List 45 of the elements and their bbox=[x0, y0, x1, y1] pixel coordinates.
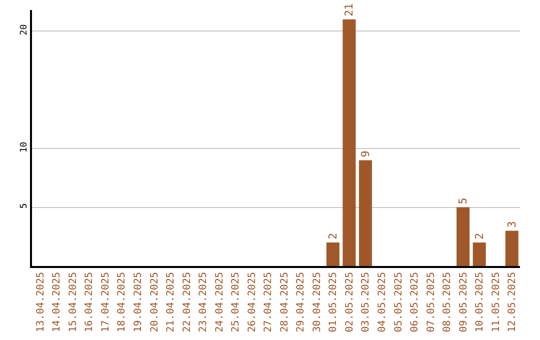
x-tick-label: 18.04.2025 bbox=[116, 272, 128, 332]
x-tick-label: 21.04.2025 bbox=[166, 272, 177, 332]
x-tick-label: 12.05.2025 bbox=[507, 272, 518, 332]
x-tick-label: 30.04.2025 bbox=[312, 272, 323, 332]
x-tick-label: 08.05.2025 bbox=[442, 272, 454, 332]
x-tick-label: 07.05.2025 bbox=[426, 272, 437, 332]
x-tick-label: 02.05.2025 bbox=[344, 272, 356, 332]
x-tick-label: 23.04.2025 bbox=[198, 272, 210, 332]
x-tick-label: 26.04.2025 bbox=[246, 272, 258, 332]
x-tick-label: 05.05.2025 bbox=[393, 272, 404, 332]
x-tick-label: 03.05.2025 bbox=[360, 272, 372, 332]
x-tick-label: 17.04.2025 bbox=[100, 272, 112, 332]
x-tick-label: 24.04.2025 bbox=[214, 272, 226, 332]
y-tick-label: 10 bbox=[19, 142, 30, 153]
x-tick-label: 22.04.2025 bbox=[182, 272, 193, 332]
x-tick-label: 06.05.2025 bbox=[410, 272, 421, 332]
data-label: 21 bbox=[342, 3, 356, 16]
bar bbox=[505, 230, 518, 266]
bar bbox=[342, 19, 356, 266]
x-tick-label: 04.05.2025 bbox=[376, 272, 388, 332]
x-tick-label: 13.04.2025 bbox=[35, 272, 46, 332]
bar bbox=[472, 242, 486, 266]
data-label: 2 bbox=[326, 232, 340, 240]
x-tick-label: 09.05.2025 bbox=[458, 272, 470, 332]
y-tick-label: 20 bbox=[19, 24, 30, 36]
bar bbox=[456, 207, 470, 266]
y-tick-label: 5 bbox=[19, 203, 30, 209]
bar bbox=[326, 242, 340, 266]
x-tick-label: 27.04.2025 bbox=[263, 272, 274, 332]
x-tick-label: 25.04.2025 bbox=[230, 272, 242, 332]
x-tick-label: 15.04.2025 bbox=[68, 272, 79, 332]
data-label: 2 bbox=[472, 232, 486, 240]
x-tick-label: 29.04.2025 bbox=[296, 272, 307, 332]
x-tick-label: 16.04.2025 bbox=[84, 272, 96, 332]
x-tick-label: 28.04.2025 bbox=[279, 272, 290, 332]
bar bbox=[358, 160, 372, 266]
x-tick-label: 20.04.2025 bbox=[149, 272, 160, 332]
data-label: 9 bbox=[358, 150, 372, 158]
x-tick-label: 14.04.2025 bbox=[52, 272, 63, 332]
data-label: 5 bbox=[456, 198, 470, 204]
x-tick-label: 10.05.2025 bbox=[474, 272, 486, 332]
data-label: 3 bbox=[505, 221, 518, 228]
x-tick-label: 11.05.2025 bbox=[490, 272, 502, 332]
x-tick-label: 01.05.2025 bbox=[328, 272, 340, 332]
x-tick-label: 19.04.2025 bbox=[132, 272, 144, 332]
